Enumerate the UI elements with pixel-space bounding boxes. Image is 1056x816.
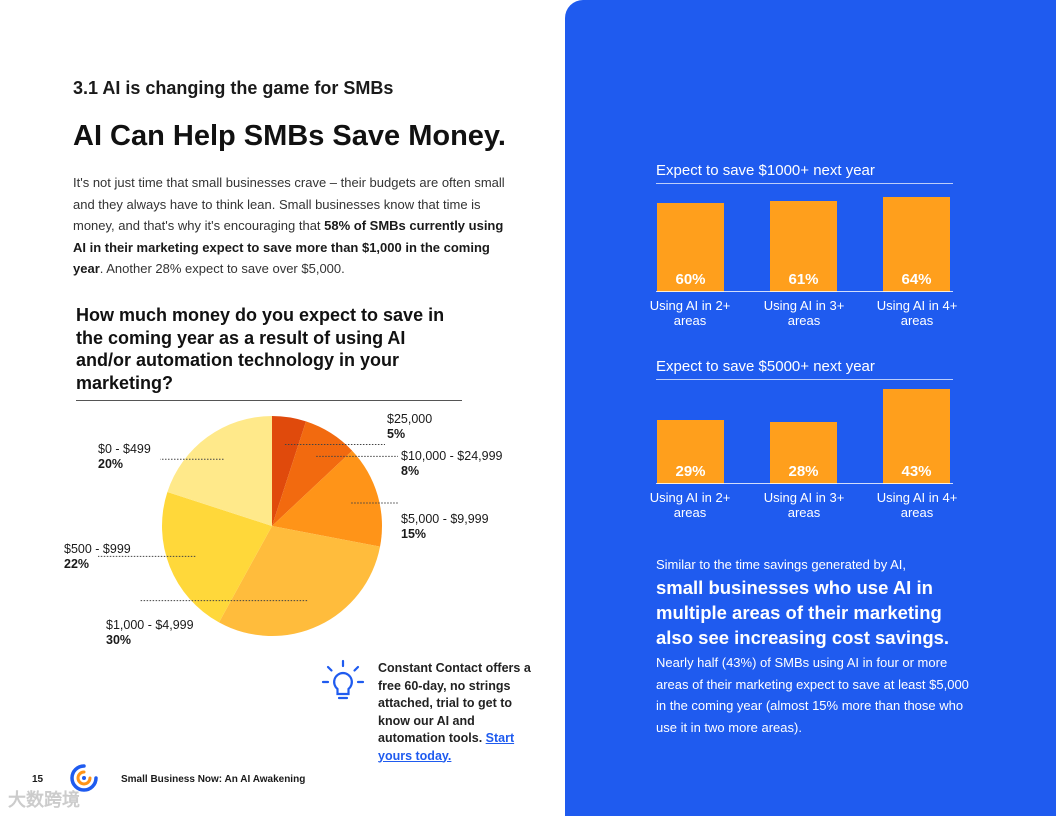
intro-text-1: It's not just time that small businesses… bbox=[73, 175, 505, 233]
lightbulb-icon bbox=[321, 659, 365, 700]
bar-value-label: 64% bbox=[901, 271, 932, 288]
summary-intro: Similar to the time savings generated by… bbox=[656, 557, 907, 572]
pie-label-5000: $5,000 - $9,999 15% bbox=[401, 512, 489, 542]
constant-contact-logo-icon bbox=[70, 764, 98, 792]
summary-block: Similar to the time savings generated by… bbox=[656, 555, 976, 738]
bar-category-label: Using AI in 2+ areas bbox=[649, 490, 731, 520]
bar: 64% bbox=[883, 197, 950, 292]
intro-paragraph: It's not just time that small businesses… bbox=[73, 172, 513, 280]
bar-category-label: Using AI in 4+ areas bbox=[876, 490, 958, 520]
tip-callout: Constant Contact offers a free 60-day, n… bbox=[378, 660, 538, 765]
section-label: 3.1 AI is changing the game for SMBs bbox=[73, 78, 394, 98]
pie-label-pct: 15% bbox=[401, 527, 427, 541]
pie-label-text: $0 - $499 bbox=[98, 442, 151, 456]
bar: 43% bbox=[883, 389, 950, 484]
bar: 29% bbox=[657, 420, 724, 484]
pie-label-text: $1,000 - $4,999 bbox=[106, 618, 194, 632]
pie-label-pct: 5% bbox=[387, 427, 406, 441]
bar-chart-1: 60% 61% 64% bbox=[656, 190, 953, 292]
bar-value-label: 28% bbox=[788, 463, 819, 480]
bar-category-label: Using AI in 3+ areas bbox=[763, 490, 845, 520]
bar: 60% bbox=[657, 203, 724, 292]
bar-value-label: 29% bbox=[675, 463, 706, 480]
pie-label-pct: 30% bbox=[106, 633, 132, 647]
pie-label-pct: 20% bbox=[98, 457, 124, 471]
pie-label-text: $25,000 bbox=[387, 412, 433, 426]
watermark-text: 大数跨境 bbox=[8, 790, 80, 810]
pie-slice bbox=[272, 421, 353, 526]
intro-bold-text: 58% of SMBs currently using AI in their … bbox=[73, 218, 504, 276]
pie-label-text: $500 - $999 bbox=[64, 542, 131, 556]
pie-label-text: $5,000 - $9,999 bbox=[401, 512, 489, 526]
bar-value-label: 43% bbox=[901, 463, 932, 480]
pie-chart bbox=[98, 416, 398, 636]
bar-category-label: Using AI in 2+ areas bbox=[649, 298, 731, 328]
footer-title: Small Business Now: An AI Awakening bbox=[121, 774, 306, 785]
pie-slice bbox=[272, 450, 383, 547]
summary-detail: Nearly half (43%) of SMBs using AI in fo… bbox=[656, 655, 969, 735]
pie-label-0: $0 - $499 20% bbox=[98, 442, 151, 472]
pie-label-text: $10,000 - $24,999 bbox=[401, 449, 503, 463]
pie-slice bbox=[219, 526, 381, 636]
bar-chart-2-title: Expect to save $5000+ next year bbox=[656, 358, 953, 380]
pie-label-1000: $1,000 - $4,999 30% bbox=[106, 618, 194, 648]
summary-highlight: small businesses who use AI in multiple … bbox=[656, 577, 950, 648]
right-panel: Expect to save $1000+ next year 60% 61% … bbox=[565, 0, 1056, 816]
pie-slice bbox=[167, 416, 272, 526]
pie-label-pct: 22% bbox=[64, 557, 90, 571]
tip-text: Constant Contact offers a free 60-day, n… bbox=[378, 661, 531, 745]
pie-question: How much money do you expect to save in … bbox=[76, 304, 462, 401]
bar-chart-1-title: Expect to save $1000+ next year bbox=[656, 162, 953, 184]
pie-label-10000: $10,000 - $24,999 8% bbox=[401, 449, 502, 479]
bar-value-label: 61% bbox=[788, 271, 819, 288]
chart-baseline bbox=[656, 291, 953, 292]
bar: 28% bbox=[770, 422, 837, 484]
start-trial-link[interactable]: Start yours today. bbox=[378, 731, 515, 763]
page-title: AI Can Help SMBs Save Money. bbox=[73, 120, 506, 152]
pie-label-25000: $25,000 5% bbox=[387, 412, 432, 442]
bar-category-label: Using AI in 3+ areas bbox=[763, 298, 845, 328]
bar-category-label: Using AI in 4+ areas bbox=[876, 298, 958, 328]
pie-label-500: $500 - $999 22% bbox=[64, 542, 131, 572]
chart-baseline bbox=[656, 483, 953, 484]
page-number: 15 bbox=[32, 774, 44, 785]
bar-chart-2: 29% 28% 43% bbox=[656, 384, 953, 484]
bar-value-label: 60% bbox=[675, 271, 706, 288]
pie-slice bbox=[162, 492, 272, 623]
bar: 61% bbox=[770, 201, 837, 292]
pie-label-pct: 8% bbox=[401, 464, 420, 478]
intro-text-2: . Another 28% expect to save over $5,000… bbox=[99, 261, 345, 276]
left-page: 3.1 AI is changing the game for SMBs AI … bbox=[8, 78, 538, 810]
pie-slice bbox=[272, 416, 306, 526]
